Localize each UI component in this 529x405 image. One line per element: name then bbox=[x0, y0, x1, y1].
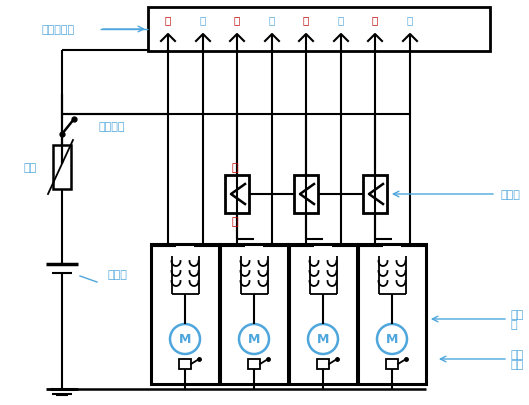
Text: 点火开关: 点火开关 bbox=[99, 122, 125, 132]
Text: 升: 升 bbox=[303, 15, 309, 25]
Text: M: M bbox=[179, 333, 191, 345]
Text: 降: 降 bbox=[232, 216, 238, 226]
Bar bbox=[358, 244, 426, 384]
Text: 断路: 断路 bbox=[510, 349, 523, 359]
Text: 电动: 电动 bbox=[510, 309, 523, 319]
Text: 开关: 开关 bbox=[510, 359, 523, 369]
Text: 机: 机 bbox=[510, 319, 517, 329]
Text: M: M bbox=[248, 333, 260, 345]
Bar bbox=[294, 175, 318, 213]
Bar bbox=[53, 146, 71, 190]
Text: M: M bbox=[317, 333, 329, 345]
Text: M: M bbox=[386, 333, 398, 345]
Bar bbox=[151, 244, 219, 384]
Bar bbox=[289, 244, 357, 384]
Bar bbox=[225, 175, 249, 213]
Text: 升: 升 bbox=[234, 15, 240, 25]
Text: 升: 升 bbox=[232, 162, 238, 173]
Bar bbox=[148, 8, 490, 52]
Bar bbox=[248, 359, 260, 369]
Bar bbox=[179, 359, 191, 369]
Bar bbox=[386, 359, 398, 369]
Text: 降: 降 bbox=[269, 15, 275, 25]
Text: 蓄电池: 蓄电池 bbox=[107, 269, 127, 279]
Text: 升: 升 bbox=[372, 15, 378, 25]
Text: 降: 降 bbox=[407, 15, 413, 25]
Text: 降: 降 bbox=[200, 15, 206, 25]
Text: 熔丝: 熔丝 bbox=[24, 162, 37, 173]
Text: 升: 升 bbox=[165, 15, 171, 25]
Bar bbox=[363, 175, 387, 213]
Text: 总控制开关: 总控制开关 bbox=[41, 25, 75, 35]
Bar bbox=[220, 244, 288, 384]
Text: 降: 降 bbox=[338, 15, 344, 25]
Text: 门开关: 门开关 bbox=[500, 190, 520, 200]
Bar bbox=[317, 359, 329, 369]
